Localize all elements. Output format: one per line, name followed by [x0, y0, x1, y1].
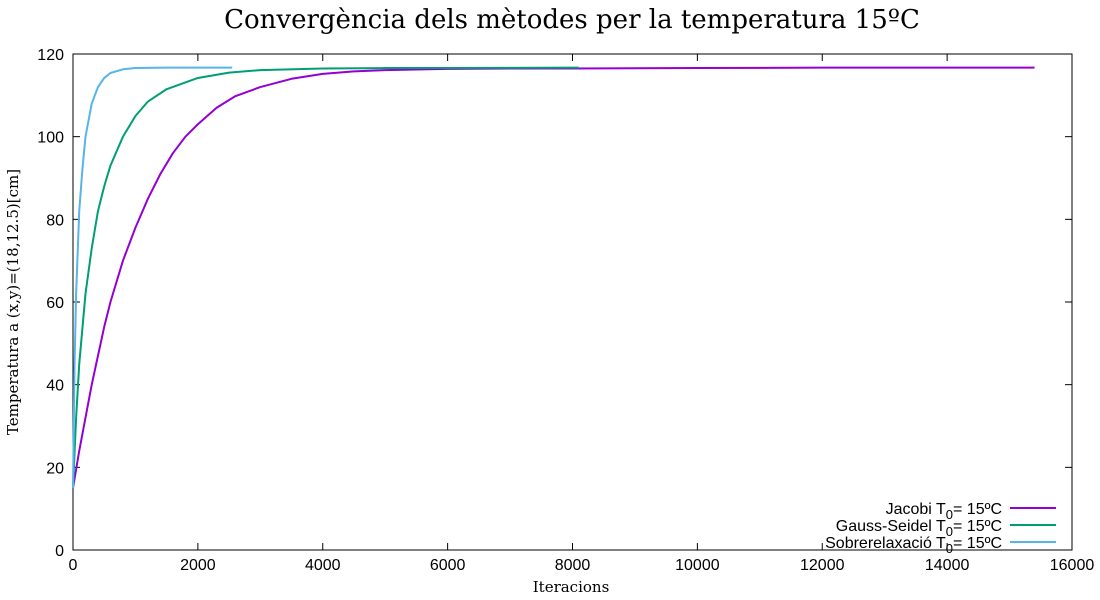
x-tick-label: 4000: [305, 557, 341, 574]
series-lines: [72, 66, 1035, 489]
x-tick-label: 16000: [1050, 557, 1095, 574]
y-tick-label: 60: [46, 295, 64, 312]
legend-subscript: 0: [946, 524, 953, 539]
y-tick-label: 0: [55, 543, 64, 560]
y-tick-label: 100: [37, 130, 64, 147]
series-line: [72, 66, 579, 489]
x-tick-label: 10000: [675, 557, 720, 574]
legend-entry: Jacobi T0= 15ºC: [886, 501, 1002, 522]
legend-label: Jacobi T: [886, 501, 946, 518]
legend-label: Sobrerelaxació T: [825, 535, 946, 552]
x-tick-label: 8000: [555, 557, 591, 574]
y-tick-label: 80: [46, 212, 64, 229]
legend-suffix: = 15ºC: [953, 501, 1002, 518]
legend-subscript: 0: [946, 541, 953, 556]
chart-title: Convergència dels mètodes per la tempera…: [224, 5, 920, 35]
legend-suffix: = 15ºC: [953, 518, 1002, 535]
x-tick-label: 0: [69, 557, 78, 574]
legend-entry: Sobrerelaxació T0= 15ºC: [825, 535, 1002, 556]
y-tick-label: 20: [46, 460, 64, 477]
x-tick-label: 2000: [180, 557, 216, 574]
series-line: [72, 66, 233, 489]
y-axis-label: Temperatura a (x,y)=(18,12.5)[cm]: [4, 169, 22, 435]
legend-subscript: 0: [946, 507, 953, 522]
y-tick-label: 40: [46, 378, 64, 395]
y-tick-label: 120: [37, 47, 64, 64]
legend-label: Gauss-Seidel T: [836, 518, 946, 535]
axis-ticks: 0 2000 4000 6000 8000 10000 12000 14000 16000020…: [37, 47, 1094, 574]
x-tick-label: 14000: [925, 557, 970, 574]
legend-entry: Gauss-Seidel T0= 15ºC: [836, 518, 1002, 539]
x-axis-label: Iteracions: [533, 578, 610, 596]
plot-border: [72, 53, 1073, 551]
x-tick-label: 12000: [800, 557, 845, 574]
x-tick-label: 6000: [430, 557, 466, 574]
series-line: [72, 66, 1035, 489]
legend-suffix: = 15ºC: [953, 535, 1002, 552]
